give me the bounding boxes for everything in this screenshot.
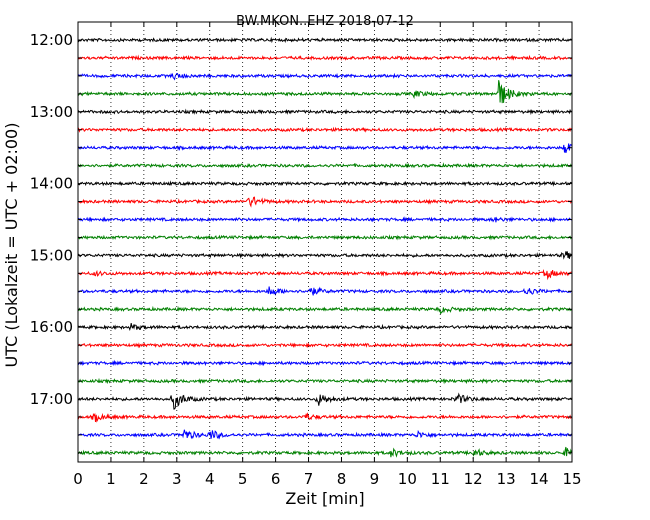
trace-1715 — [77, 412, 572, 423]
traces-group — [77, 36, 572, 458]
trace-1545 — [77, 305, 572, 315]
x-tick-label: 4 — [205, 470, 215, 488]
trace-1600 — [77, 323, 572, 331]
y-ticks-group: 12:00 13:00 14:00 15:00 16:00 17:00 — [30, 31, 572, 454]
x-tick-label: 10 — [398, 470, 417, 488]
trace-1315 — [77, 126, 572, 133]
trace-1400 — [77, 180, 572, 187]
x-axis-label: Zeit [min] — [285, 489, 364, 508]
y-tick-label: 16:00 — [30, 318, 73, 336]
grid-group — [110, 22, 540, 462]
trace-1200 — [77, 36, 572, 44]
y-tick-label: 15:00 — [30, 246, 73, 264]
x-tick-label: 2 — [139, 470, 149, 488]
trace-1415 — [78, 196, 572, 208]
x-tick-label: 1 — [106, 470, 116, 488]
trace-1445 — [77, 234, 572, 241]
x-tick-label: 7 — [304, 470, 314, 488]
x-tick-label: 11 — [431, 470, 450, 488]
trace-1745 — [77, 446, 572, 458]
trace-1700 — [77, 392, 572, 410]
x-ticks-group: 0 1 2 3 4 5 6 7 8 9 10 11 12 13 14 15 — [73, 22, 582, 488]
plot-frame — [77, 21, 573, 463]
trace-1530 — [77, 286, 572, 297]
trace-1330 — [77, 143, 572, 154]
x-tick-label: 3 — [172, 470, 182, 488]
trace-1345 — [77, 162, 572, 169]
x-tick-label: 13 — [497, 470, 516, 488]
x-tick-label: 0 — [73, 470, 83, 488]
trace-1615 — [77, 342, 572, 349]
x-tick-label: 15 — [562, 470, 581, 488]
x-tick-label: 9 — [370, 470, 380, 488]
y-tick-label: 12:00 — [30, 31, 73, 49]
trace-1500 — [77, 251, 572, 260]
x-tick-label: 12 — [464, 470, 483, 488]
x-tick-label: 6 — [271, 470, 281, 488]
y-tick-label: 17:00 — [30, 390, 73, 408]
x-tick-label: 8 — [337, 470, 347, 488]
trace-1630 — [77, 359, 572, 367]
trace-1430 — [77, 216, 572, 223]
y-tick-label: 14:00 — [30, 175, 73, 193]
trace-1245 — [77, 80, 572, 104]
trace-1230 — [77, 72, 572, 81]
trace-1730 — [77, 429, 572, 440]
trace-1515 — [77, 269, 572, 281]
trace-1645 — [77, 377, 572, 385]
trace-1215 — [77, 54, 572, 61]
y-axis-label: UTC (Lokalzeit = UTC + 02:00) — [2, 123, 21, 368]
x-tick-label: 5 — [238, 470, 248, 488]
y-tick-label: 13:00 — [30, 103, 73, 121]
x-tick-label: 14 — [530, 470, 549, 488]
trace-1300 — [77, 108, 572, 116]
